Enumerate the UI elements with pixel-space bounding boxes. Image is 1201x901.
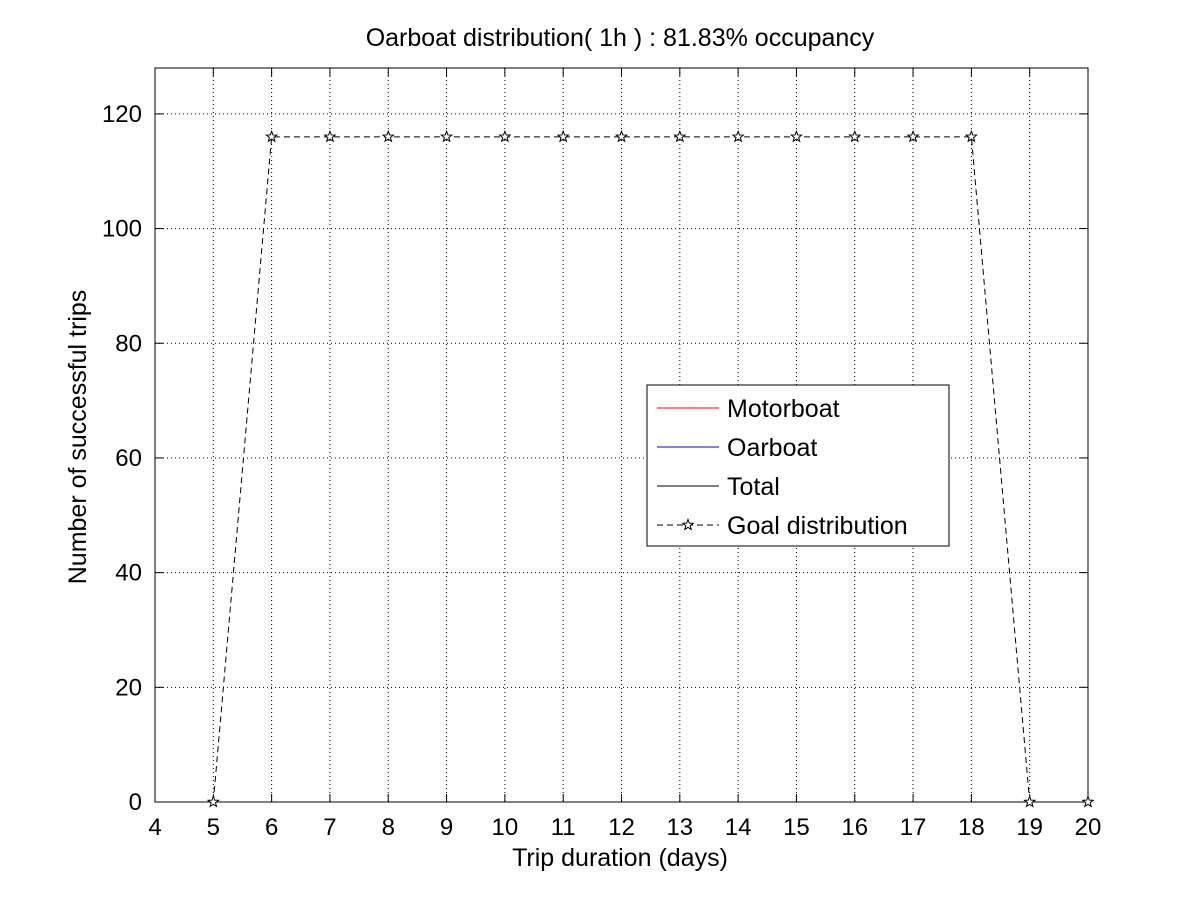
data-point [206,795,220,808]
data-point [265,129,279,143]
data-point [498,129,512,143]
legend-label-oarboat: Oarboat [727,434,817,462]
legend-label-motorboat: Motorboat [727,395,840,423]
data-point [1081,795,1095,808]
x-tick-label: 9 [440,814,453,841]
x-axis-label: Trip duration (days) [512,844,728,872]
x-tick-label: 4 [148,814,161,841]
x-tick-label: 7 [323,814,336,841]
x-tick-label: 14 [725,814,752,841]
y-tick-label: 120 [102,101,142,128]
data-point [1023,795,1037,808]
x-tick-label: 5 [207,814,220,841]
legend-marker-goal-distribution [681,518,695,531]
chart-title: Oarboat distribution( 1h ) : 81.83% occu… [366,24,875,52]
legend: Motorboat Oarboat Total Goal distribution [646,384,950,547]
data-point [848,129,862,143]
data-point [731,129,745,143]
x-tick-label: 16 [841,814,868,841]
legend-box [646,384,950,547]
data-point [789,129,804,143]
legend-label-goal-distribution: Goal distribution [727,512,908,540]
x-tick-label: 19 [1016,814,1043,841]
data-point [964,129,978,143]
x-tick-label: 20 [1075,814,1102,841]
series-layer [206,129,1095,808]
x-tick-label: 6 [265,814,278,841]
y-axis-label: Number of successful trips [64,290,92,585]
x-tick-label: 12 [608,814,635,841]
y-tick-label: 60 [115,445,142,472]
data-point [381,129,395,143]
y-tick-label: 80 [115,330,142,357]
x-tick-label: 17 [900,814,927,841]
y-tick-label: 20 [115,674,142,701]
y-tick-label: 0 [129,789,142,816]
data-point [556,129,570,143]
y-tick-label: 100 [102,216,142,243]
x-tick-label: 18 [958,814,985,841]
data-point [614,129,629,143]
x-tick-label: 13 [666,814,693,841]
legend-label-total: Total [727,473,780,501]
series-line-goal-distribution [212,136,1088,803]
data-point [906,129,920,143]
data-point [439,129,454,143]
data-point [673,129,687,143]
data-point [323,129,337,143]
x-tick-label: 10 [492,814,519,841]
x-tick-label: 11 [551,814,576,841]
x-tick-label: 15 [783,814,810,841]
y-tick-label: 40 [115,560,142,587]
axis-ticks: 4 5 6 7 8 9 10 11 12 13 14 15 16 17 18 19 20 0 20 40 60 80 100… [102,68,1101,841]
x-tick-label: 8 [382,814,395,841]
